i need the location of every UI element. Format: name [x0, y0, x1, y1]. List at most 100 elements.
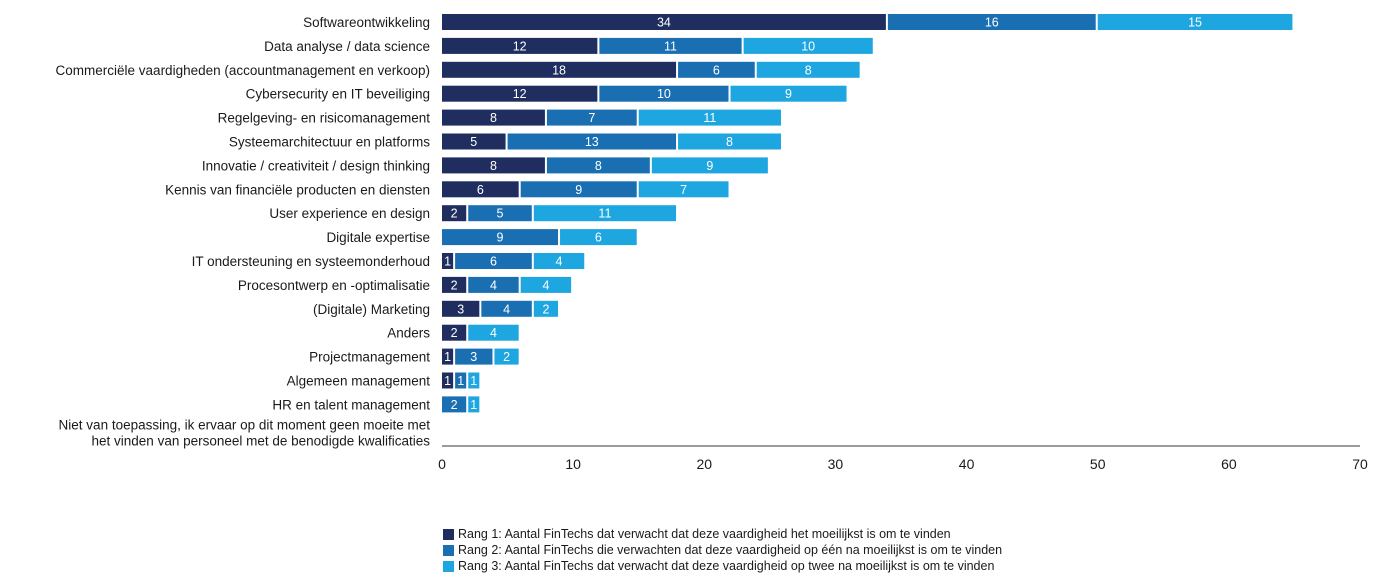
- data-label: 4: [542, 278, 549, 292]
- bar-segment: [546, 157, 650, 174]
- data-label: 11: [598, 207, 611, 221]
- data-label: 15: [1188, 16, 1202, 30]
- bar-segment: [678, 133, 781, 150]
- x-tick-label: 50: [1090, 456, 1106, 472]
- category-label: Procesontwerp en -optimalisatie: [238, 278, 430, 293]
- bar-segment: [468, 205, 532, 222]
- data-label: 6: [477, 183, 484, 197]
- data-label: 1: [444, 374, 451, 388]
- bar-segment: [468, 396, 480, 413]
- data-label: 10: [801, 39, 815, 53]
- bar-segment: [494, 348, 519, 365]
- bar-segment: [442, 348, 454, 365]
- data-label: 2: [503, 350, 510, 364]
- data-label: 5: [497, 207, 504, 221]
- data-label: 16: [985, 16, 999, 30]
- bar-segment: [442, 14, 886, 30]
- bar-segment: [455, 253, 532, 269]
- category-labels-group: Softwareontwikkeling Data analyse / data …: [56, 15, 431, 448]
- data-label: 4: [503, 302, 510, 316]
- legend-label: Rang 1: Aantal FinTechs dat verwacht dat…: [458, 527, 951, 541]
- data-label: 2: [542, 302, 549, 316]
- x-tick-label: 70: [1352, 456, 1368, 472]
- bar-segment: [756, 61, 860, 78]
- data-label: 10: [657, 87, 671, 101]
- data-label: 12: [513, 87, 527, 101]
- legend-swatch: [443, 544, 454, 556]
- bar-segment: [533, 253, 585, 269]
- data-label: 5: [470, 135, 477, 149]
- category-label-line: Niet van toepassing, ik ervaar op dit mo…: [59, 417, 431, 432]
- bar-segment: [560, 229, 637, 246]
- data-label: 4: [490, 278, 497, 292]
- category-label: Commerciële vaardigheden (accountmanagem…: [56, 63, 430, 78]
- bar-segment: [520, 276, 572, 293]
- category-label-line: het vinden van personeel met de benodigd…: [92, 433, 431, 448]
- category-label: Kennis van financiële producten en diens…: [165, 182, 430, 197]
- bar-segment: [442, 300, 480, 317]
- data-label: 6: [490, 255, 497, 269]
- bar-segment: [442, 253, 454, 269]
- data-label: 3: [470, 350, 477, 364]
- data-label: 1: [470, 398, 477, 412]
- bar-segment: [1097, 14, 1293, 30]
- x-tick-label: 30: [828, 456, 844, 472]
- bar-segment: [442, 324, 467, 341]
- data-label: 12: [513, 39, 527, 53]
- bar-segment: [442, 396, 467, 413]
- data-label: 1: [444, 350, 451, 364]
- data-label: 9: [497, 231, 504, 245]
- bar-segment: [638, 109, 781, 126]
- bar-segment: [455, 372, 467, 389]
- bar-segment: [638, 181, 729, 198]
- bar-segment: [442, 229, 559, 246]
- bar-segment: [442, 61, 677, 78]
- category-label: Algemeen management: [287, 374, 431, 389]
- data-label: 1: [470, 374, 477, 388]
- category-label: Niet van toepassing, ik ervaar op dit mo…: [59, 417, 431, 448]
- data-label: 8: [490, 159, 497, 173]
- data-label: 18: [552, 63, 566, 77]
- category-label: Softwareontwikkeling: [303, 15, 430, 30]
- data-label: 4: [490, 326, 497, 340]
- category-label: Digitale expertise: [326, 230, 430, 245]
- bar-segment: [599, 85, 729, 102]
- bar-segment: [520, 181, 637, 198]
- data-label: 7: [588, 111, 595, 125]
- data-label: 4: [556, 255, 563, 269]
- data-label: 8: [726, 135, 733, 149]
- x-tick-label: 20: [696, 456, 712, 472]
- data-label: 8: [805, 63, 812, 77]
- bar-segment: [442, 109, 545, 126]
- legend-item: Rang 1: Aantal FinTechs dat verwacht dat…: [443, 526, 1002, 542]
- bar-segment: [481, 300, 532, 317]
- bar-segment: [442, 37, 598, 54]
- data-label: 9: [785, 87, 792, 101]
- bar-segment: [743, 37, 873, 54]
- bar-segment: [442, 157, 545, 174]
- data-label: 7: [680, 183, 687, 197]
- bar-segment: [599, 37, 742, 54]
- category-label: Cybersecurity en IT beveiliging: [246, 87, 430, 102]
- category-label: Regelgeving- en risicomanagement: [218, 111, 431, 126]
- bar-segment: [468, 276, 519, 293]
- bar-segment: [651, 157, 768, 174]
- category-label: User experience en design: [269, 206, 430, 221]
- legend-item: Rang 2: Aantal FinTechs die verwachten d…: [443, 542, 1002, 558]
- data-label: 11: [664, 39, 677, 53]
- bar-segment: [442, 85, 598, 102]
- category-label: (Digitale) Marketing: [313, 302, 430, 317]
- bar-segment: [533, 300, 559, 317]
- data-label: 2: [451, 326, 458, 340]
- data-label: 8: [595, 159, 602, 173]
- x-tick-label: 40: [959, 456, 975, 472]
- category-label: Data analyse / data science: [264, 39, 430, 54]
- category-label: Projectmanagement: [309, 350, 430, 365]
- data-label: 9: [575, 183, 582, 197]
- data-label: 6: [595, 231, 602, 245]
- data-label: 34: [657, 16, 671, 30]
- data-label: 13: [585, 135, 599, 149]
- category-label: IT ondersteuning en systeemonderhoud: [192, 254, 430, 269]
